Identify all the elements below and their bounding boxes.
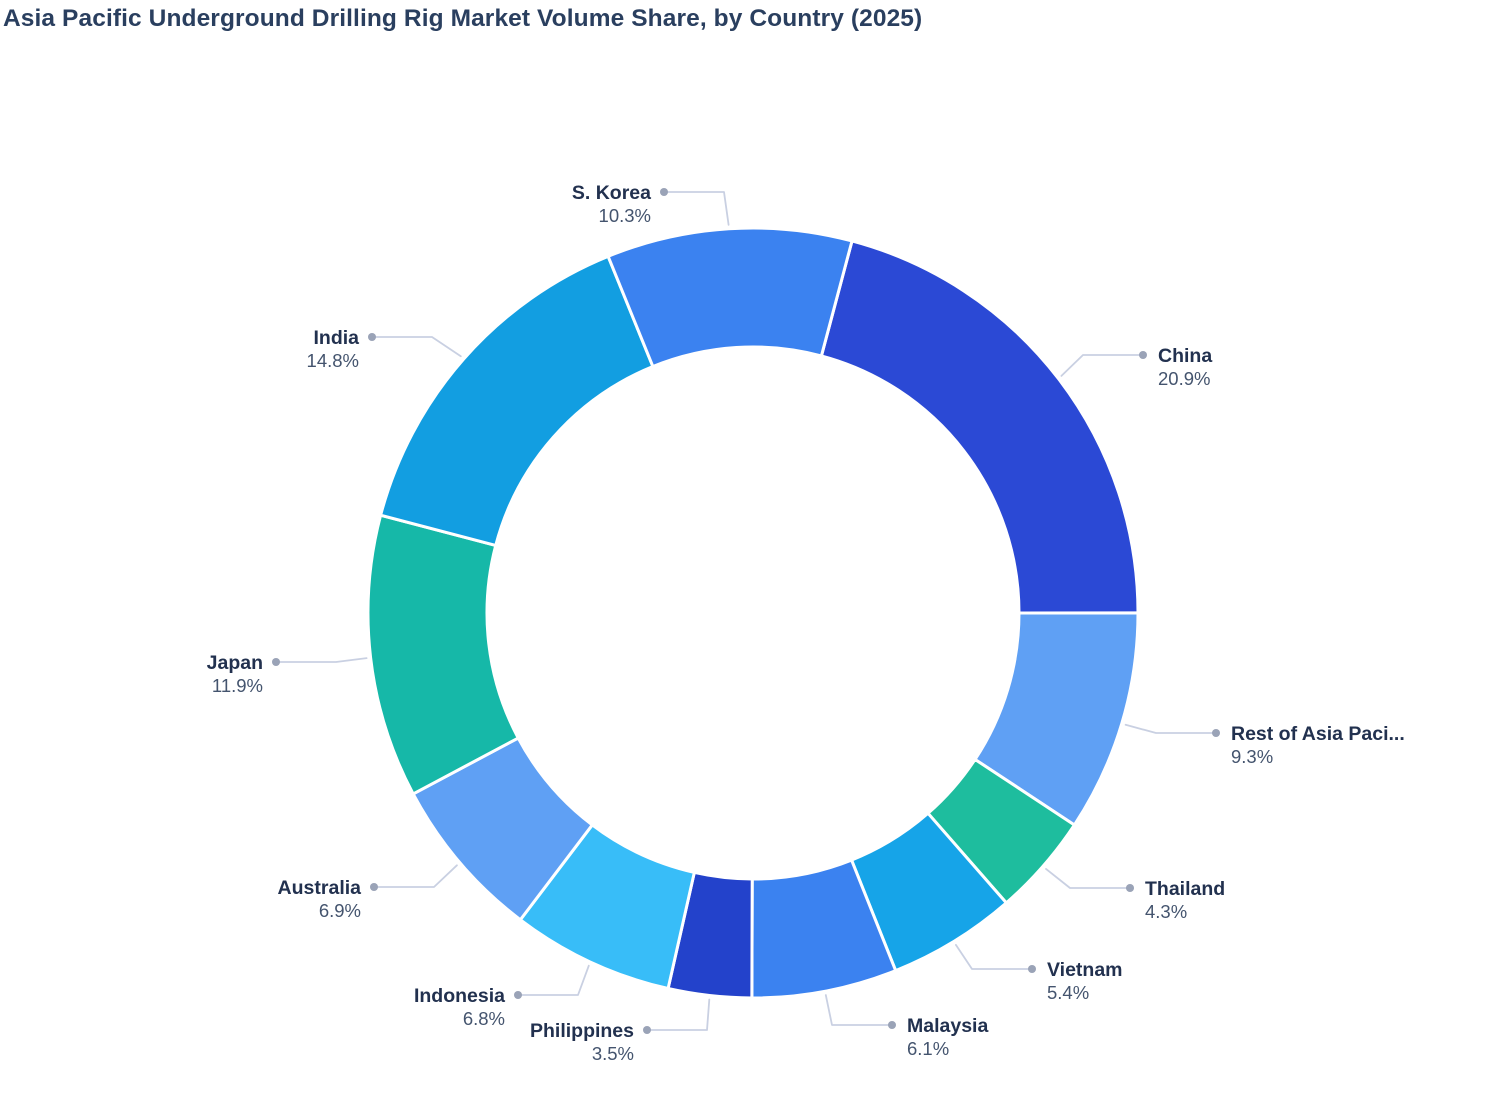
callout-dot-icon [660,188,668,196]
segment-label: Australia [278,877,362,899]
segment-percent: 3.5% [592,1043,634,1064]
segment-label: Philippines [530,1020,634,1042]
callout-dot-icon [888,1021,896,1029]
segment-label: Indonesia [414,985,505,1007]
slice-india[interactable] [379,254,655,547]
segment-percent: 9.3% [1231,746,1273,767]
callout-line [373,864,458,888]
callout-dot-icon [370,883,378,891]
donut-slices [366,226,1140,1000]
segment-percent: 11.9% [212,675,263,696]
callout-lines [272,188,1220,1034]
segment-label: Rest of Asia Paci... [1231,723,1405,745]
callout-line [824,994,893,1026]
segment-label: Japan [207,652,263,674]
callout-dot-icon [368,333,376,341]
segment-label: India [313,327,359,349]
segment-percent: 6.8% [463,1008,505,1029]
segment-label: China [1158,345,1212,367]
callout-line [663,191,730,226]
segment-label: Thailand [1145,878,1225,900]
callout-line [517,964,590,996]
callout-line [955,944,1033,970]
segment-percent: 20.9% [1158,368,1210,389]
segment-percent: 5.4% [1047,982,1089,1003]
segment-percent: 6.1% [907,1038,949,1059]
callout-dot-icon [514,991,522,999]
segment-label: Vietnam [1047,959,1123,981]
callout-line [275,657,368,663]
callout-dot-icon [1212,729,1220,737]
callout-line [1045,868,1131,889]
segment-percent: 4.3% [1145,901,1187,922]
segment-label: Malaysia [907,1015,988,1037]
callout-dot-icon [1139,351,1147,359]
chart-title: Asia Pacific Underground Drilling Rig Ma… [3,5,923,32]
segment-label: S. Korea [572,182,651,204]
segment-percent: 10.3% [599,205,651,226]
callout-line [1060,354,1144,377]
callout-line [1124,723,1217,734]
callout-dot-icon [1126,884,1134,892]
slice-s-korea[interactable] [606,226,854,369]
slice-china[interactable] [819,239,1140,615]
callout-dot-icon [643,1026,651,1034]
callout-line [371,336,462,358]
segment-percent: 14.8% [307,350,359,371]
callout-line [646,998,711,1031]
segment-percent: 6.9% [319,900,361,921]
callout-dot-icon [272,658,280,666]
callout-dot-icon [1028,965,1036,973]
